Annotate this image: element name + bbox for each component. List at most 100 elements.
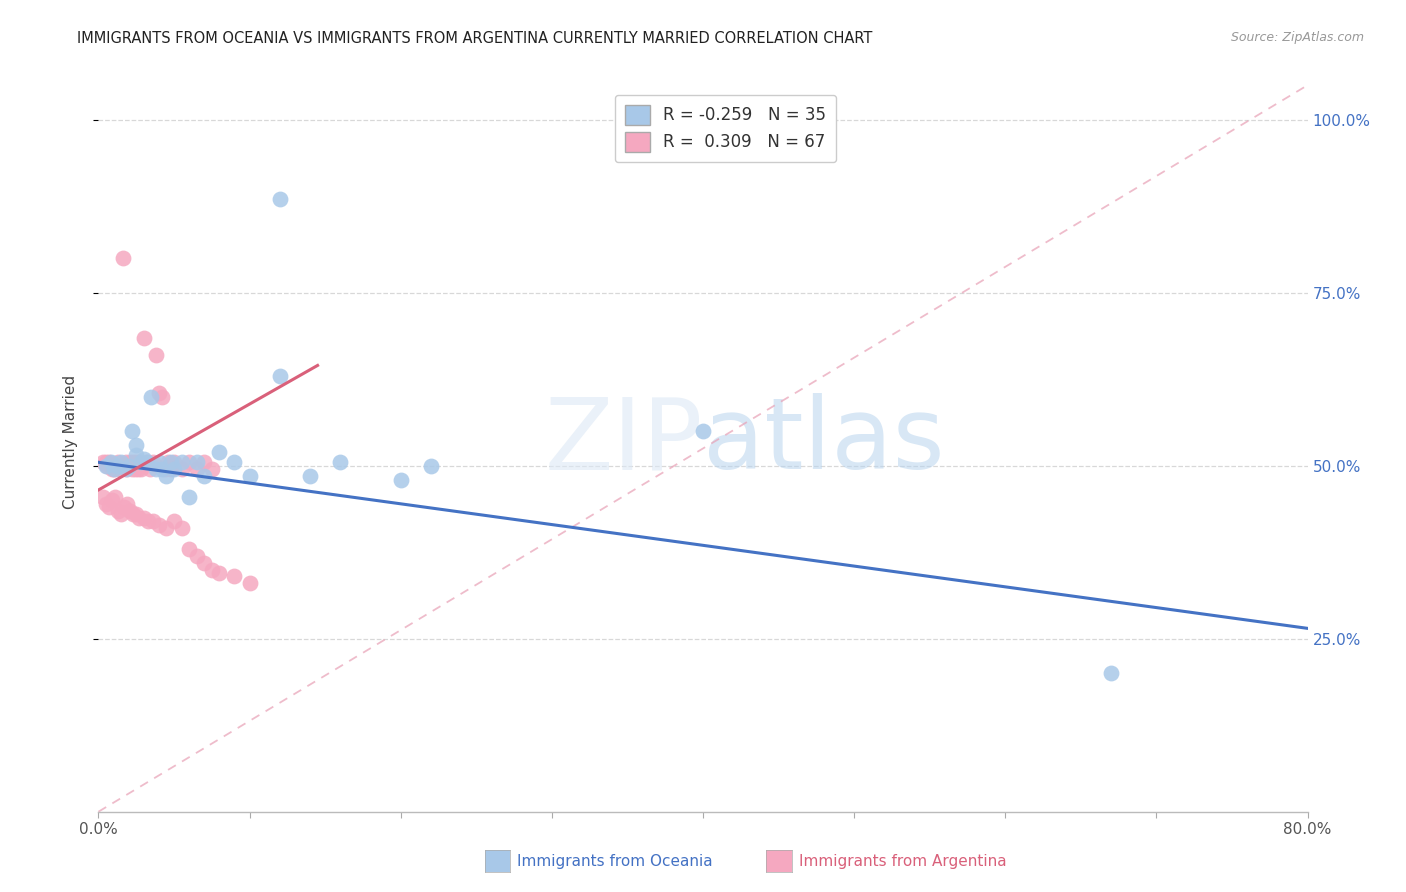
Point <box>115 497 138 511</box>
Point <box>128 510 150 524</box>
Point <box>110 455 132 469</box>
Point <box>98 455 121 469</box>
Point <box>179 490 201 504</box>
Point <box>179 541 201 556</box>
Point <box>125 438 148 452</box>
Point <box>329 455 352 469</box>
Point <box>692 424 714 438</box>
Point <box>160 455 183 469</box>
Point <box>98 500 121 515</box>
Text: IMMIGRANTS FROM OCEANIA VS IMMIGRANTS FROM ARGENTINA CURRENTLY MARRIED CORRELATI: IMMIGRANTS FROM OCEANIA VS IMMIGRANTS FR… <box>77 31 873 46</box>
Point <box>120 455 142 469</box>
Point <box>100 458 122 473</box>
Point <box>142 455 165 469</box>
Point <box>114 462 136 476</box>
Point <box>170 462 193 476</box>
Point <box>163 462 186 476</box>
Text: Immigrants from Argentina: Immigrants from Argentina <box>799 855 1007 869</box>
Point <box>125 455 148 469</box>
Point <box>132 510 155 524</box>
Point <box>141 390 163 404</box>
Point <box>121 424 143 438</box>
Point <box>91 490 114 504</box>
Point <box>389 473 412 487</box>
Point <box>108 462 131 476</box>
Point <box>118 458 141 473</box>
Point <box>104 490 127 504</box>
Point <box>186 549 208 563</box>
Point <box>156 455 179 469</box>
Point <box>110 507 132 521</box>
Point <box>224 569 246 583</box>
Point <box>122 507 145 521</box>
Point <box>135 455 157 469</box>
Point <box>155 469 177 483</box>
Point <box>96 458 118 473</box>
Point <box>269 193 291 207</box>
Point <box>193 469 215 483</box>
Point <box>163 455 186 469</box>
Point <box>135 455 157 469</box>
Point <box>160 462 183 476</box>
Point <box>112 500 135 515</box>
Point <box>201 462 224 476</box>
Point <box>114 455 136 469</box>
Point <box>101 462 124 476</box>
Point <box>124 462 146 476</box>
Point <box>193 455 215 469</box>
Point <box>299 469 322 483</box>
Point <box>100 455 122 469</box>
Point <box>153 462 176 476</box>
Legend: R = -0.259   N = 35, R =  0.309   N = 67: R = -0.259 N = 35, R = 0.309 N = 67 <box>614 95 837 161</box>
Point <box>122 455 145 469</box>
Point <box>112 458 135 473</box>
Point <box>239 469 262 483</box>
Point <box>125 449 148 463</box>
Point <box>111 251 134 265</box>
Point <box>115 462 138 476</box>
Point <box>142 514 165 528</box>
Point <box>103 462 125 476</box>
Text: atlas: atlas <box>703 393 945 490</box>
Point <box>224 455 246 469</box>
Point <box>103 462 125 476</box>
Point <box>170 455 193 469</box>
Point <box>170 521 193 535</box>
Point <box>120 504 142 518</box>
Point <box>239 576 262 591</box>
Point <box>101 493 124 508</box>
Point <box>186 462 208 476</box>
Point <box>208 566 231 580</box>
Point <box>145 462 167 476</box>
Point <box>145 348 167 362</box>
Point <box>148 455 170 469</box>
Point <box>94 455 117 469</box>
Y-axis label: Currently Married: Currently Married <box>63 375 77 508</box>
Point <box>128 455 150 469</box>
Point <box>136 514 159 528</box>
Point <box>121 462 143 476</box>
Text: Source: ZipAtlas.com: Source: ZipAtlas.com <box>1230 31 1364 45</box>
Point <box>193 556 215 570</box>
Point <box>201 563 224 577</box>
Point <box>163 514 186 528</box>
Point <box>208 445 231 459</box>
Point <box>186 455 208 469</box>
Point <box>105 458 128 473</box>
Point <box>107 504 129 518</box>
Point <box>148 517 170 532</box>
Point <box>91 455 114 469</box>
Point <box>420 458 443 473</box>
Point <box>110 458 132 473</box>
Point <box>132 451 155 466</box>
Text: ZIP: ZIP <box>544 393 703 490</box>
Point <box>132 331 155 345</box>
Point <box>129 462 152 476</box>
Point <box>129 455 152 469</box>
Point <box>148 386 170 401</box>
Point <box>125 507 148 521</box>
Point <box>107 455 129 469</box>
Point <box>269 368 291 383</box>
Point <box>127 462 149 476</box>
Point <box>118 458 141 473</box>
